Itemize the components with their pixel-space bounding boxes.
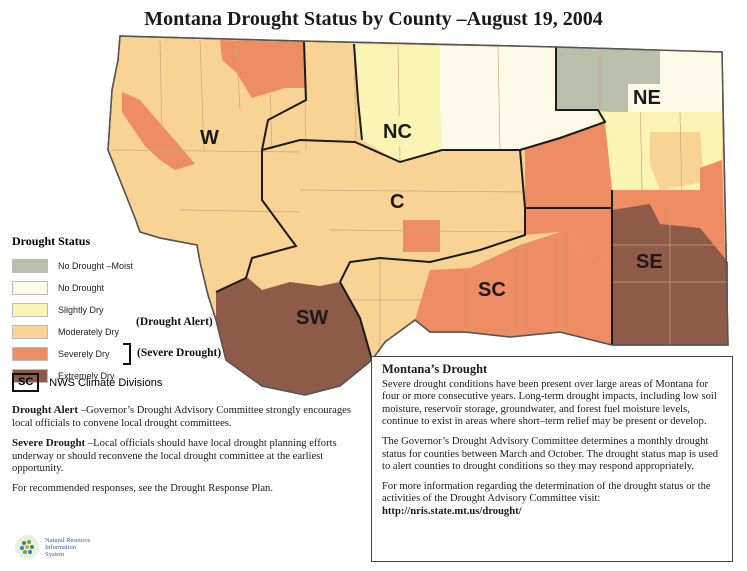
legend-swatch [12, 303, 48, 317]
legend-swatch [12, 347, 48, 361]
infobox-more-info: For more information regarding the deter… [382, 480, 711, 505]
region-c-severe-patch [403, 220, 440, 252]
legend-swatch [12, 259, 48, 273]
county-lines [111, 39, 728, 360]
logo-line: Information [45, 543, 77, 551]
legend-title: Drought Status [12, 234, 91, 248]
legend-item: No Drought [12, 277, 252, 299]
nc-label-bg [374, 116, 420, 146]
division-labels: W NC NE C SW SC SE [200, 84, 672, 329]
legend-label: No Drought –Moist [58, 261, 134, 271]
status-notes: Drought Alert –Governor’s Drought Adviso… [12, 404, 372, 503]
severe-bracket [123, 343, 131, 365]
legend-swatch [12, 325, 48, 339]
infobox-title: Montana’s Drought [382, 362, 488, 376]
severe-drought-text: –Local officials should have local droug… [12, 438, 337, 475]
severe-drought-term: Severe Drought [12, 437, 86, 450]
legend-item: Moderately Dry [12, 321, 252, 343]
nris-logo: Natural Resource Information System [14, 530, 124, 564]
region-sc-severe [415, 232, 612, 345]
legend-label: Moderately Dry [58, 327, 120, 337]
divisions-key-box: SC [12, 373, 40, 392]
region-ne-moderate [650, 132, 704, 190]
severe-drought-tag: (Severe Drought) [137, 347, 222, 359]
nris-logo-icon [15, 535, 39, 559]
ne-label-bg [628, 84, 672, 112]
legend-item: Severely Dry [12, 343, 252, 365]
drought-alert-note: Drought Alert –Governor’s Drought Adviso… [12, 404, 372, 430]
division-label-sc: SC [478, 279, 506, 301]
divisions-key: SC NWS Climate Divisions [12, 373, 162, 392]
drought-alert-tag: (Drought Alert) [136, 316, 213, 328]
division-label-sw: SW [296, 307, 328, 329]
recommend-note: For recommended responses, see the Droug… [12, 482, 273, 494]
division-label-c: C [390, 191, 404, 213]
legend-item: Slightly Dry [12, 299, 252, 321]
region-sc-severe-2 [525, 208, 612, 270]
montana-drought-infobox: Montana’s Drought Severe drought conditi… [371, 356, 733, 562]
legend: Drought Status No Drought –Moist No Drou… [12, 234, 252, 387]
severe-drought-note: Severe Drought –Local officials should h… [12, 437, 372, 476]
divisions-key-label: NWS Climate Divisions [49, 376, 163, 389]
region-sw-extreme [216, 278, 372, 395]
legend-label: Extremely Dry [58, 371, 115, 381]
division-label-se: SE [636, 251, 663, 273]
legend-item: No Drought –Moist [12, 255, 252, 277]
drought-alert-text: –Governor’s Drought Advisory Committee s… [12, 405, 351, 429]
region-ne-no-drought [440, 46, 605, 150]
climate-division-borders [215, 41, 613, 361]
region-ne-severe [525, 122, 612, 208]
drought-url-link[interactable]: http://nris.state.mt.us/drought/ [382, 505, 522, 517]
state-border [107, 35, 729, 396]
legend-label: Severely Dry [58, 349, 110, 359]
infobox-paragraph: For more information regarding the deter… [382, 481, 722, 519]
logo-line: System [45, 550, 65, 558]
legend-label: No Drought [58, 283, 105, 293]
legend-label: Slightly Dry [58, 305, 104, 315]
division-label-nc: NC [383, 121, 412, 143]
nris-logo-text: Natural Resource Information System [45, 537, 90, 558]
region-w-severe-north [220, 40, 305, 98]
legend-swatch [12, 281, 48, 295]
page-title: Montana Drought Status by County –August… [144, 8, 603, 30]
drought-alert-term: Drought Alert [12, 404, 79, 416]
division-label-ne: NE [633, 87, 661, 109]
infobox-paragraph: Severe drought conditions have been pres… [382, 378, 717, 428]
division-label-w: W [200, 127, 219, 149]
infobox-paragraph: The Governor’s Drought Advisory Committe… [382, 435, 719, 473]
logo-line: Natural Resource [45, 536, 91, 544]
